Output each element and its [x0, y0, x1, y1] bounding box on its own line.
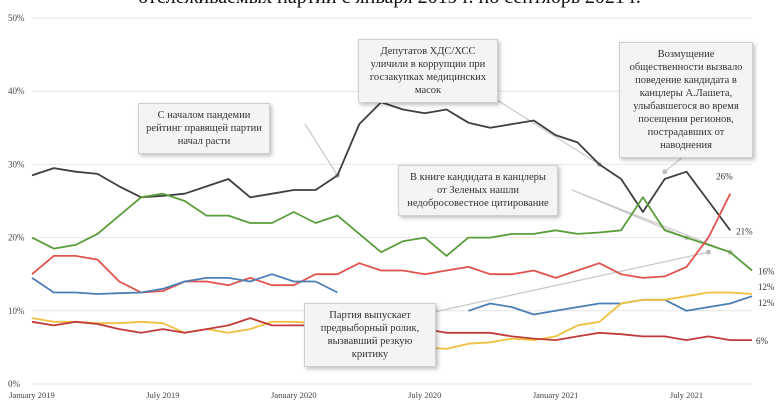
annotation-campaign-video: Партия выпускает предвыборный ролик, выз…	[304, 303, 436, 367]
chart-title: отслеживаемых партий с января 2019 г. по…	[0, 0, 779, 9]
series-end-label: 21%	[736, 226, 753, 236]
annotation-pandemic: С началом пандемии рейтинг правящей парт…	[138, 103, 270, 154]
series-line-3	[31, 273, 338, 295]
series-end-label: 26%	[716, 172, 733, 182]
series-line-5	[31, 317, 338, 334]
leader-line	[304, 123, 338, 176]
x-axis-labels: January 2019 July 2019 January 2020 July 20…	[9, 390, 703, 400]
y-axis-labels: 0% 10% 20% 30% 40% 50%	[8, 13, 25, 389]
leader-line	[571, 189, 731, 253]
series-line-4	[424, 291, 753, 350]
leader-dot	[662, 169, 668, 175]
series-line-1	[31, 192, 753, 272]
annotation-laschet-flood: Возмущение общественности вызвало поведе…	[619, 42, 753, 158]
annotation-masks-corruption: Депутатов ХДС/ХСС уличили в коррупции пр…	[358, 39, 498, 103]
series-end-label: 12%	[758, 298, 775, 308]
series-end-label: 12%	[758, 282, 775, 292]
x-tick-label: January 2019	[9, 390, 55, 400]
leader-dot	[705, 249, 711, 255]
series-end-label: 16%	[758, 267, 775, 277]
x-tick-label: July 2019	[146, 390, 179, 400]
series-end-labels: 21% 16% 26% 12% 12% 6%	[716, 172, 775, 346]
y-tick-label: 0%	[8, 379, 21, 389]
x-tick-label: January 2021	[533, 390, 579, 400]
x-tick-label: July 2020	[408, 390, 441, 400]
y-tick-label: 20%	[8, 233, 25, 243]
leader-line	[419, 251, 709, 316]
y-tick-label: 40%	[8, 86, 25, 96]
series-end-label: 6%	[756, 336, 769, 346]
series-line-2	[31, 193, 732, 294]
x-tick-label: January 2020	[271, 390, 317, 400]
y-tick-label: 10%	[8, 306, 25, 316]
x-tick-label: July 2021	[670, 390, 703, 400]
series-line-5	[424, 328, 752, 341]
y-tick-label: 30%	[8, 159, 25, 169]
series-line-3	[468, 295, 753, 316]
y-tick-label: 50%	[8, 13, 25, 23]
annotation-green-book: В книге кандидата в канцлеры от Зеленых …	[398, 165, 558, 216]
